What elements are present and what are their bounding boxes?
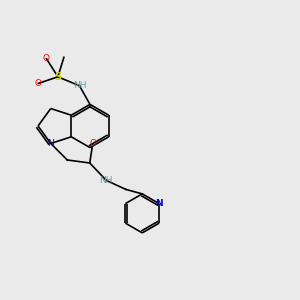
Text: N: N — [155, 199, 163, 208]
Text: O: O — [89, 139, 96, 148]
Text: S: S — [54, 72, 61, 82]
Text: NH: NH — [100, 176, 113, 185]
Text: NH: NH — [73, 81, 86, 90]
Text: O: O — [35, 79, 42, 88]
Text: N: N — [47, 139, 54, 148]
Text: O: O — [43, 54, 50, 63]
